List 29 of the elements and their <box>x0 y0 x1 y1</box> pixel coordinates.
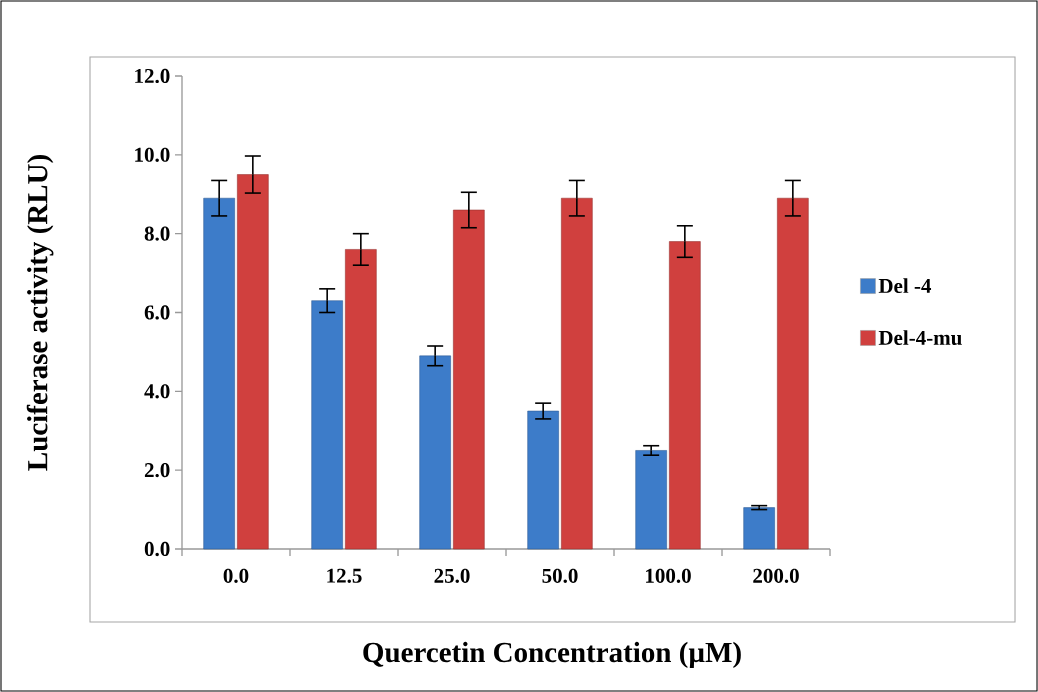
x-tick-label: 200.0 <box>753 568 799 583</box>
bar <box>345 249 377 550</box>
bar <box>669 241 701 550</box>
y-tick-label: 6.0 <box>144 305 170 320</box>
bar <box>561 197 593 550</box>
bar <box>203 197 235 550</box>
x-tick-label: 25.0 <box>434 568 470 583</box>
y-tick-label: 2.0 <box>144 463 170 478</box>
y-axis-title: Luciferase activity (RLU) <box>26 155 54 471</box>
bar <box>777 197 809 550</box>
y-tick-label: 8.0 <box>144 226 170 241</box>
x-tick-label: 0.0 <box>223 568 249 583</box>
bar <box>527 410 559 550</box>
bar <box>635 450 667 550</box>
y-tick-label: 0.0 <box>144 541 170 557</box>
y-tick-label: 10.0 <box>135 147 170 162</box>
y-tick-label: 4.0 <box>144 384 170 399</box>
legend-label: Del -4 <box>878 278 932 294</box>
bar <box>743 507 775 550</box>
x-axis-title: Quercetin Concentration (µM) <box>363 641 741 669</box>
legend-label: Del-4-mu <box>878 330 962 345</box>
bar <box>311 300 343 550</box>
x-tick-label: 12.5 <box>327 568 362 583</box>
bar <box>419 355 451 550</box>
bar <box>237 174 269 550</box>
x-tick-label: 50.0 <box>542 568 578 583</box>
y-tick-label: 12.0 <box>135 68 170 84</box>
bar <box>453 209 485 550</box>
x-tick-label: 100.0 <box>646 568 691 583</box>
